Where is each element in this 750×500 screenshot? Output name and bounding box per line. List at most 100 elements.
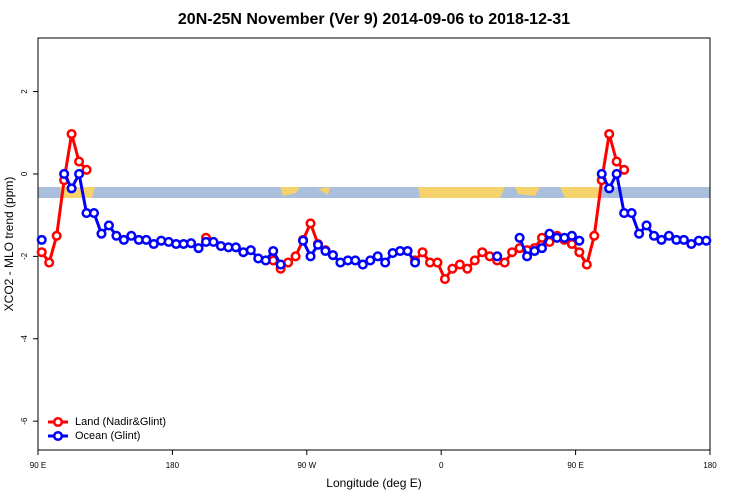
data-point [611, 168, 622, 180]
chart-title: 20N-25N November (Ver 9) 2014-09-06 to 2… [178, 11, 570, 28]
data-point [454, 259, 465, 270]
data-point [380, 257, 391, 268]
data-point [245, 245, 256, 256]
data-point [604, 128, 615, 140]
y-tick-label: -6 [20, 417, 29, 425]
land-patch [280, 187, 300, 196]
x-tick-label: 0 [439, 461, 444, 470]
land-patch [560, 187, 600, 198]
data-point [507, 247, 518, 258]
data-point [230, 242, 241, 253]
data-point [566, 230, 577, 241]
legend-label: Land (Nadir&Glint) [75, 416, 166, 428]
data-point [469, 255, 480, 266]
data-point [514, 232, 525, 243]
data-point [88, 208, 100, 219]
land-patch [60, 187, 95, 198]
data-point [522, 251, 533, 262]
data-point [320, 245, 331, 257]
data-point [619, 164, 630, 175]
data-point [103, 220, 114, 231]
data-point [365, 255, 376, 266]
data-point [141, 234, 152, 245]
data-point [36, 234, 47, 245]
legend: Land (Nadir&Glint) Ocean (Glint) [48, 416, 166, 442]
data-point [417, 247, 428, 258]
data-point [66, 183, 77, 194]
data-point [604, 183, 615, 194]
data-point [499, 257, 510, 268]
data-point [305, 218, 316, 229]
data-point [634, 228, 645, 239]
land-patch [418, 187, 505, 198]
data-point [74, 156, 85, 167]
data-point [298, 235, 309, 246]
data-point [701, 235, 712, 246]
data-point [66, 128, 77, 140]
data-point [574, 247, 585, 258]
data-point [626, 208, 637, 219]
data-point [410, 257, 421, 268]
data-point [656, 234, 667, 245]
data-point [439, 273, 450, 285]
x-tick-label: 90 E [567, 461, 583, 470]
data-point [462, 263, 473, 274]
x-axis-label: Longitude (deg E) [326, 476, 421, 490]
data-point [74, 168, 85, 180]
data-point [186, 238, 197, 249]
map-strip [38, 187, 710, 198]
legend-marker [52, 430, 64, 442]
data-point [544, 228, 555, 239]
y-tick-label: -2 [20, 252, 29, 260]
data-point [357, 259, 368, 270]
data-point [118, 234, 129, 245]
data-point [663, 230, 674, 241]
land-patch [318, 187, 330, 195]
y-tick-label: 2 [20, 89, 29, 94]
x-tick-label: 90 E [30, 461, 46, 470]
data-point [432, 257, 443, 268]
data-point [611, 156, 622, 167]
data-point [268, 245, 279, 257]
data-point [372, 251, 383, 262]
data-point [350, 255, 361, 266]
y-tick-label: -4 [20, 335, 29, 343]
data-point [111, 230, 122, 241]
data-point [59, 168, 70, 180]
data-point [589, 230, 600, 241]
data-point [312, 239, 324, 250]
data-point [260, 255, 271, 266]
data-point [327, 250, 338, 261]
data-point [641, 220, 652, 231]
data-point [305, 251, 316, 262]
data-point [477, 247, 488, 258]
ocean-band [38, 187, 710, 198]
x-tick-label: 180 [166, 461, 180, 470]
land-patch [515, 187, 540, 196]
legend-marker [52, 416, 64, 428]
data-point [447, 263, 458, 274]
data-point [574, 235, 585, 246]
data-point [581, 259, 592, 270]
data-point [678, 234, 689, 245]
data-point [44, 257, 55, 268]
data-point [290, 251, 301, 262]
data-point [536, 243, 548, 254]
data-point [81, 164, 92, 175]
x-tick-label: 90 W [297, 461, 316, 470]
data-point [96, 228, 107, 239]
data-point [193, 243, 204, 254]
data-point [36, 247, 47, 258]
data-point [126, 230, 137, 241]
data-point [402, 245, 413, 257]
data-point [492, 251, 503, 262]
data-point [51, 230, 62, 241]
data-point [648, 230, 660, 241]
x-tick-label: 180 [703, 461, 717, 470]
data-point [275, 259, 286, 270]
data-point [208, 236, 219, 247]
legend-label: Ocean (Glint) [75, 430, 140, 442]
y-tick-label: 0 [20, 171, 29, 176]
